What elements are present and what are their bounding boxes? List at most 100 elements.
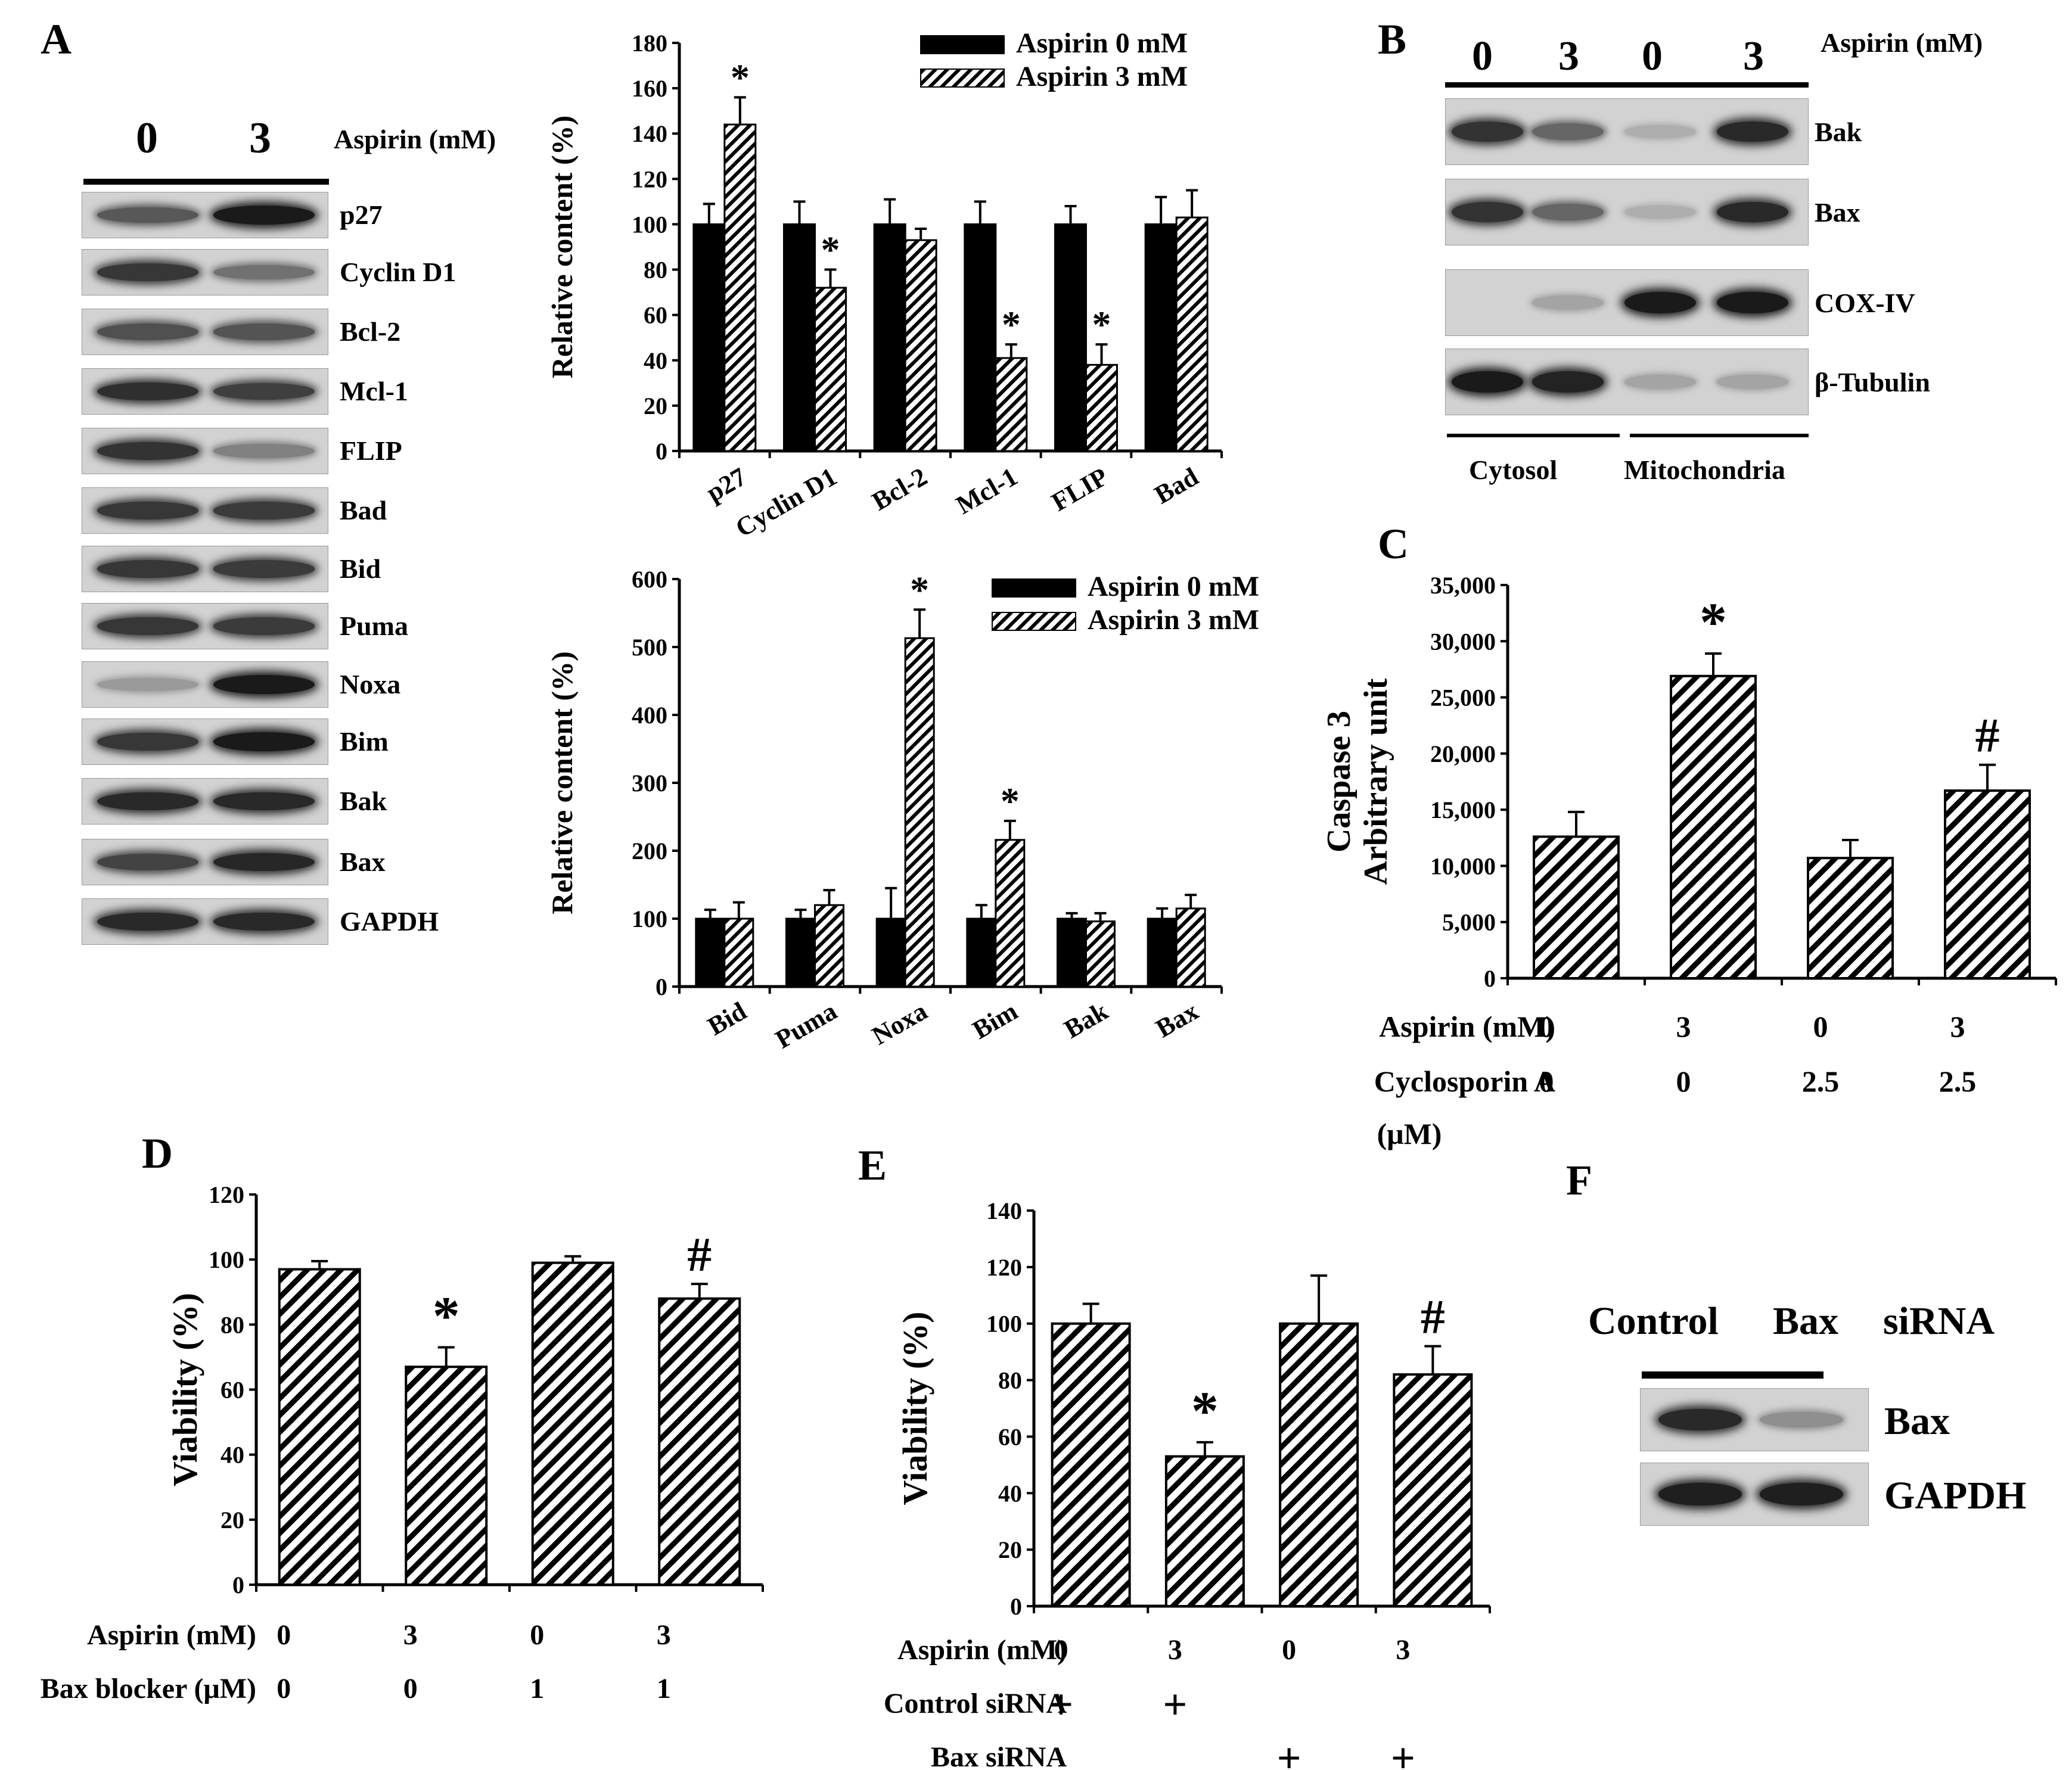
y-tick-label-20: 20 (644, 393, 667, 419)
y-axis-label-1: Caspase 3 (1321, 711, 1357, 853)
blot-a-mcl-1-band-1 (97, 382, 198, 400)
y-tick-label-600: 600 (632, 566, 667, 593)
blot-b-tubulin-band-2 (1532, 371, 1604, 393)
blot-a-bim-band-1 (97, 733, 198, 751)
blot-a-bid-band-1 (97, 560, 198, 578)
condition-value-aspirin-mm-2: 3 (403, 1619, 418, 1651)
y-tick-label-30-000: 30,000 (1430, 628, 1496, 655)
bar-aspirin-3-mm-bad (1175, 216, 1209, 452)
blot-a-bim (82, 718, 328, 765)
condition-value-aspirin-mm-4: 3 (1950, 1010, 1965, 1043)
condition-value-aspirin-mm-1: 0 (1054, 1634, 1068, 1666)
y-tick-label-100: 100 (632, 211, 667, 238)
panel-b-lane-3: 0 (1642, 33, 1663, 79)
legend-label-aspirin-3-mm: Aspirin 3 mM (1016, 61, 1188, 92)
blot-b-bak-band-1 (1452, 122, 1523, 142)
y-tick-label-40: 40 (220, 1442, 244, 1469)
significance-mark-2: * (1191, 1380, 1219, 1441)
bar-aspirin-3-mm-puma (814, 904, 844, 988)
bar-aspirin-0-mm-bak (1057, 917, 1087, 988)
blot-f-bax (1640, 1388, 1869, 1451)
y-tick-label-40: 40 (998, 1480, 1022, 1507)
blot-a-noxa-label: Noxa (340, 669, 401, 699)
significance-mark-4: # (1975, 708, 2000, 763)
blot-b-tubulin-band-3 (1624, 375, 1696, 389)
category-label-bim: Bim (968, 996, 1023, 1045)
panel-b-lane-2: 3 (1558, 33, 1579, 79)
y-tick-label-0: 0 (1010, 1593, 1022, 1620)
blot-b-bax-band-1 (1452, 202, 1523, 222)
bar-3 (1279, 1322, 1359, 1607)
bar-aspirin-3-mm-bim (995, 839, 1026, 988)
condition-value-bax-blocker-m-2: 0 (403, 1673, 418, 1704)
blot-a-cyclin-d1-label: Cyclin D1 (340, 257, 456, 287)
blot-a-gapdh-band-2 (213, 912, 315, 931)
condition-label-bax-sirna: Bax siRNA (931, 1741, 1067, 1770)
blot-f-gapdh-label: GAPDH (1884, 1474, 2027, 1517)
y-tick-label-20: 20 (998, 1536, 1022, 1563)
y-tick-label-60: 60 (644, 302, 667, 329)
blot-a-bax-label: Bax (340, 847, 386, 877)
y-tick-label-120: 120 (209, 1181, 244, 1208)
legend-swatch-aspirin-3-mm (920, 69, 1005, 88)
blot-a-bad-label: Bad (340, 495, 387, 525)
condition-value-aspirin-mm-3: 0 (530, 1619, 544, 1651)
blot-b-bak-label: Bak (1815, 117, 1862, 147)
legend-swatch-aspirin-3-mm (992, 612, 1076, 631)
blot-a-bad-band-1 (97, 502, 198, 520)
y-tick-label-100: 100 (209, 1246, 244, 1273)
bar-1 (278, 1268, 361, 1586)
y-tick-label-60: 60 (998, 1423, 1022, 1450)
y-tick-label-80: 80 (644, 257, 667, 284)
panel-f-bax-label: Bax (1773, 1299, 1839, 1343)
bar-2 (1164, 1455, 1245, 1607)
y-tick-label-20-000: 20,000 (1430, 741, 1496, 767)
blot-b-bax-band-3 (1624, 205, 1696, 219)
bar-aspirin-3-mm-noxa (904, 637, 935, 988)
bar-aspirin-3-mm-flip (1085, 363, 1118, 452)
significance-mcl-1: * (1002, 303, 1021, 346)
condition-value-bax-sirna-4: + (1391, 1734, 1415, 1770)
bar-aspirin-0-mm-mcl-1 (964, 223, 997, 452)
panel-b-lane-1: 0 (1472, 33, 1493, 79)
panel-f-sirna-label: siRNA (1883, 1299, 1995, 1343)
blot-a-bax (82, 839, 328, 885)
bar-aspirin-3-mm-bid (723, 917, 754, 988)
blot-f-bax-label: Bax (1884, 1399, 1950, 1443)
condition-value-aspirin-mm-2: 3 (1168, 1634, 1182, 1666)
condition-value-cyclosporin-a-2: 0 (1676, 1065, 1691, 1098)
y-axis-label: Relative content (%) (545, 651, 579, 914)
blot-a-cyclin-d1-band-1 (97, 263, 198, 281)
blot-a-gapdh-band-1 (97, 912, 198, 931)
blot-a-bcl-2 (82, 309, 328, 355)
panel-b-lane-bar (1445, 82, 1809, 88)
blot-a-noxa-band-1 (97, 678, 198, 691)
blot-b-bax-band-2 (1532, 203, 1604, 221)
bar-aspirin-3-mm-bax (1175, 907, 1206, 988)
bar-aspirin-0-mm-bcl-2 (873, 223, 906, 452)
blot-a-gapdh (82, 898, 328, 945)
y-tick-label-100: 100 (986, 1311, 1022, 1337)
blot-b-tubulin (1445, 349, 1809, 415)
y-tick-label-140: 140 (986, 1197, 1022, 1224)
y-tick-label-0: 0 (656, 438, 667, 465)
condition-value-aspirin-mm-4: 3 (657, 1619, 671, 1651)
condition-label-aspirin-mm: Aspirin (mM) (87, 1619, 256, 1651)
blot-a-mcl-1-label: Mcl-1 (340, 376, 408, 406)
blot-a-cyclin-d1 (82, 249, 328, 295)
blot-a-bim-band-2 (213, 732, 315, 751)
blot-b-cox-iv-band-3 (1624, 292, 1696, 313)
blot-f-bax-band-2 (1760, 1411, 1843, 1428)
blot-a-p27-band-2 (213, 206, 315, 225)
blot-a-bcl-2-band-2 (213, 323, 315, 340)
condition-unit: (μM) (1377, 1117, 1442, 1150)
significance-mark-4: # (687, 1227, 712, 1281)
category-label-bid: Bid (703, 996, 751, 1041)
blot-a-mcl-1-band-2 (213, 382, 315, 400)
blot-b-bax (1445, 179, 1809, 245)
bar-aspirin-0-mm-noxa (875, 917, 906, 988)
blot-a-bak (82, 778, 328, 825)
legend-swatch-aspirin-0-mm (920, 35, 1005, 54)
blot-b-bak-band-3 (1624, 125, 1696, 139)
